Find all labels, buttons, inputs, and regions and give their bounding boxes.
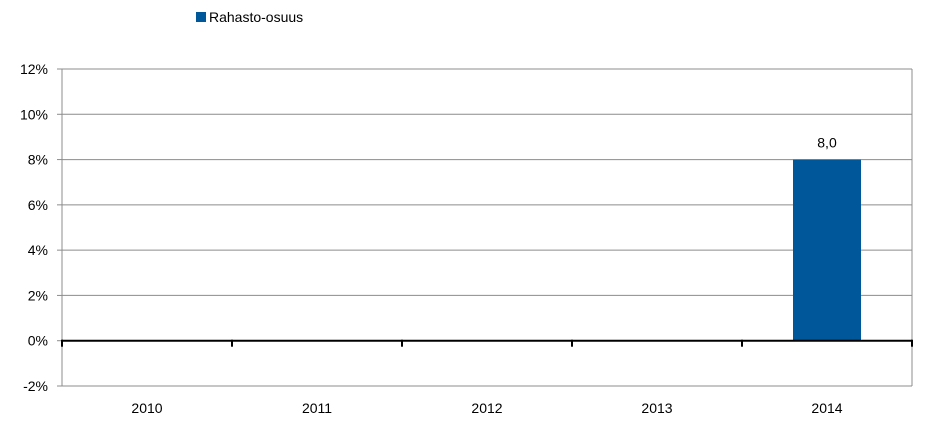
y-tick-label: -2% (23, 378, 48, 394)
y-tick-label: 0% (28, 333, 48, 349)
legend-label: Rahasto-osuus (209, 9, 304, 25)
x-tick-label: 2010 (131, 400, 162, 416)
legend-swatch (196, 12, 206, 22)
y-tick-label: 6% (28, 197, 48, 213)
y-tick-label: 12% (20, 61, 48, 77)
y-tick-label: 8% (28, 152, 48, 168)
legend: Rahasto-osuus (196, 9, 303, 25)
y-tick-label: 4% (28, 242, 48, 258)
y-tick-label: 2% (28, 287, 48, 303)
x-tick-label: 2014 (811, 400, 842, 416)
bar (793, 159, 861, 341)
x-tick-label: 2011 (302, 400, 332, 416)
y-tick-label: 10% (20, 106, 48, 122)
x-tick-label: 2012 (471, 400, 502, 416)
x-tick-label: 2013 (641, 400, 672, 416)
data-label: 8,0 (817, 135, 837, 151)
